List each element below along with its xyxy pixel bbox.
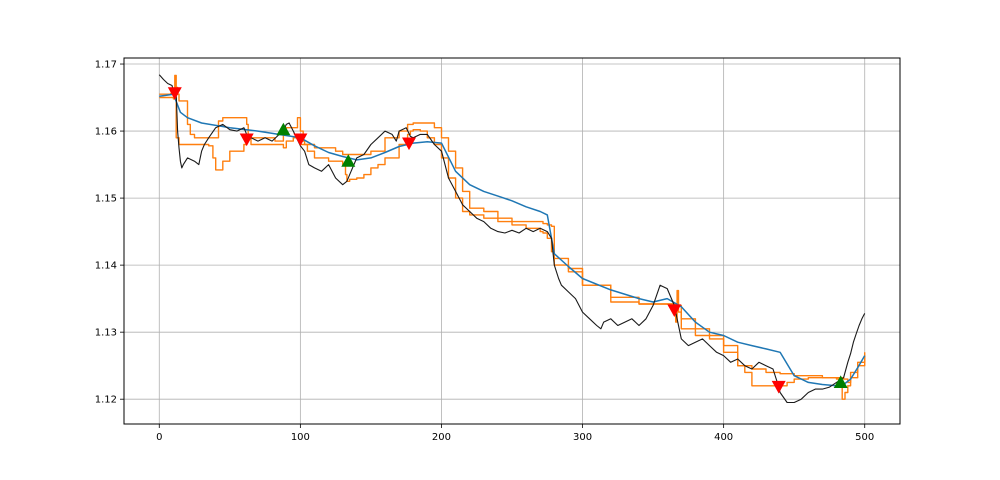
- plot-lines: [158, 74, 866, 404]
- sell-signal-marker: [167, 87, 182, 100]
- channel-upper-line: [159, 74, 866, 384]
- price-line: [158, 74, 866, 404]
- channel-lower-line: [159, 96, 866, 400]
- y-tick-label: 1.16: [95, 127, 117, 138]
- plot-frame: [123, 57, 901, 425]
- x-tick-label: 500: [855, 432, 874, 443]
- sell-signal-marker: [667, 304, 682, 317]
- x-tick-label: 200: [432, 432, 451, 443]
- average-line: [159, 93, 866, 387]
- sell-signal-marker: [771, 380, 786, 394]
- x-axis: 0 100 200 300 400 500: [156, 424, 874, 443]
- y-axis: 1.12 1.13 1.14 1.15 1.16 1.17: [95, 60, 124, 406]
- y-tick-label: 1.13: [95, 328, 117, 339]
- y-tick-label: 1.15: [95, 194, 117, 205]
- buy-signal-marker: [833, 375, 848, 388]
- x-tick-label: 100: [291, 432, 310, 443]
- y-tick-label: 1.12: [95, 395, 117, 406]
- sell-signal-marker: [293, 133, 308, 147]
- sell-signal-marker: [402, 137, 416, 151]
- buy-signal-marker: [276, 122, 291, 136]
- x-tick-label: 400: [714, 432, 733, 443]
- y-tick-label: 1.17: [95, 60, 117, 71]
- y-tick-label: 1.14: [95, 261, 117, 272]
- x-tick-label: 0: [156, 432, 162, 443]
- sell-signal-marker: [239, 133, 254, 147]
- buy-signal-marker: [341, 154, 356, 167]
- x-tick-label: 300: [573, 432, 592, 443]
- signal-markers: [167, 87, 848, 394]
